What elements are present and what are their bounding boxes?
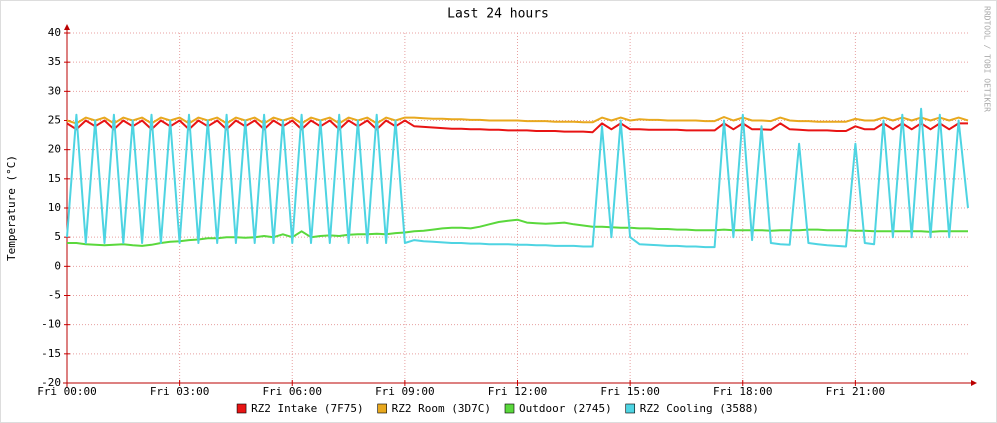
x-axis-arrow (971, 380, 977, 386)
legend-item: Outdoor (2745) (504, 402, 612, 415)
x-tick-label: Fri 09:00 (375, 385, 435, 398)
y-tick-label: 0 (54, 259, 61, 272)
legend-label: RZ2 Room (3D7C) (392, 402, 491, 415)
y-tick-label: 5 (54, 230, 61, 243)
legend-item: RZ2 Cooling (3588) (625, 402, 759, 415)
x-tick-label: Fri 15:00 (600, 385, 660, 398)
x-tick-label: Fri 03:00 (150, 385, 210, 398)
y-tick-label: 30 (48, 84, 61, 97)
y-tick-label: 35 (48, 55, 61, 68)
series-line (66, 119, 968, 134)
y-tick-label: 40 (48, 26, 61, 39)
y-tick-label: 15 (48, 172, 61, 185)
legend-swatch (236, 403, 247, 414)
x-tick-label: Fri 06:00 (262, 385, 322, 398)
y-tick-label: 25 (48, 114, 61, 127)
x-tick-label: Fri 18:00 (713, 385, 773, 398)
legend-item: RZ2 Intake (7F75) (236, 402, 364, 415)
legend-swatch (504, 403, 515, 414)
y-axis-label: Temperature (°C) (5, 155, 18, 261)
y-tick-label: -10 (41, 318, 61, 331)
legend-swatch (625, 403, 636, 414)
y-tick-label: 10 (48, 201, 61, 214)
y-tick-label: -5 (48, 289, 61, 302)
x-tick-label: Fri 00:00 (37, 385, 97, 398)
y-tick-label: -20 (41, 376, 61, 389)
legend-label: Outdoor (2745) (519, 402, 612, 415)
x-tick-label: Fri 12:00 (488, 385, 548, 398)
legend-label: RZ2 Cooling (3588) (640, 402, 759, 415)
watermark: RRDTOOL / TOBI OETIKER (983, 6, 992, 112)
y-tick-label: 20 (48, 143, 61, 156)
legend-label: RZ2 Intake (7F75) (251, 402, 364, 415)
y-axis-arrow (64, 24, 70, 30)
legend-item: RZ2 Room (3D7C) (377, 402, 491, 415)
legend-swatch (377, 403, 387, 414)
series-line (66, 116, 969, 125)
series-line (66, 107, 969, 249)
y-tick-label: -15 (41, 347, 61, 360)
chart-title: Last 24 hours (447, 7, 549, 22)
x-tick-label: Fri 21:00 (826, 385, 886, 398)
